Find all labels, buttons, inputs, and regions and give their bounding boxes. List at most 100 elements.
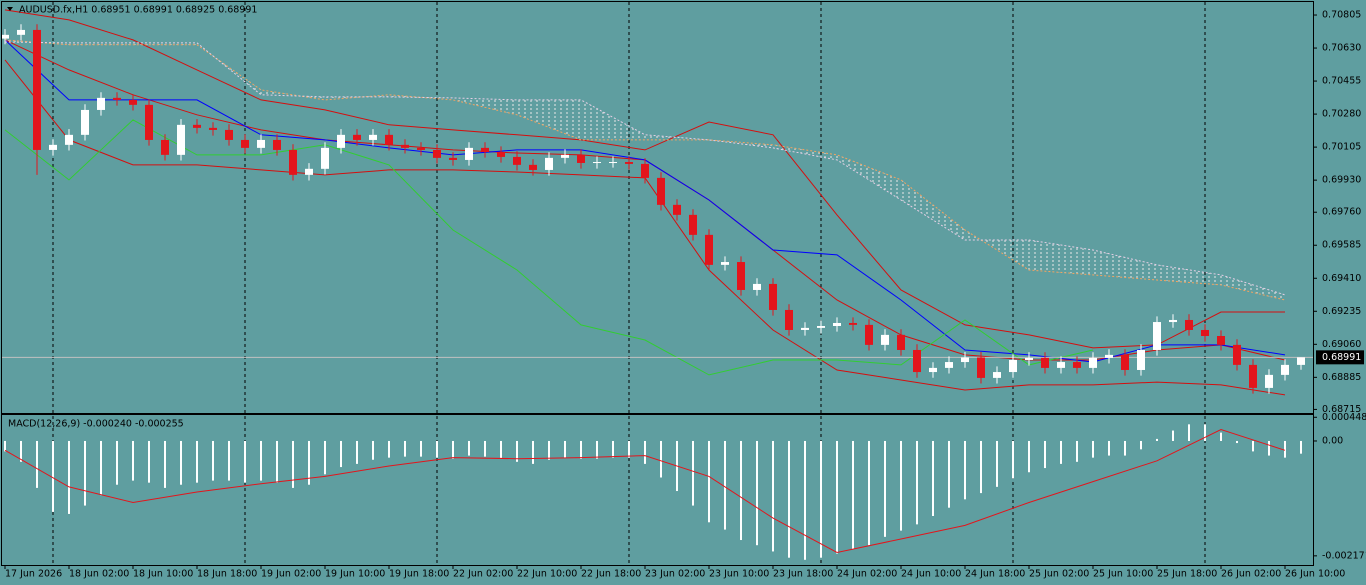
x-tick-label: 22 Jun 02:00 xyxy=(453,569,513,580)
x-tick-label: 22 Jun 18:00 xyxy=(581,569,641,580)
y-tick-label: 0.00 xyxy=(1322,435,1343,446)
panel-frames xyxy=(1,1,1314,566)
candle-body xyxy=(129,99,137,105)
candle-body xyxy=(897,334,905,350)
candle-body xyxy=(225,129,233,140)
plot-layer xyxy=(1,9,1313,560)
candle-body xyxy=(385,134,393,145)
candle-body xyxy=(1249,364,1257,388)
candle-body xyxy=(865,324,873,345)
candle-body xyxy=(1137,349,1145,370)
candle-body xyxy=(737,262,745,290)
candle-body xyxy=(881,334,889,345)
candle-body xyxy=(1057,362,1065,368)
candle-body xyxy=(337,134,345,148)
candle-body xyxy=(1265,374,1273,388)
x-tick-label: 17 Jun 2026 xyxy=(5,569,62,580)
candle-body xyxy=(913,349,921,373)
candle-body xyxy=(1217,336,1225,345)
candle-body xyxy=(721,262,729,265)
chart-title: AUDUSD.fx,H1 0.68951 0.68991 0.68925 0.6… xyxy=(19,5,257,16)
x-tick-label: 26 Jun 10:00 xyxy=(1285,569,1345,580)
candle-body xyxy=(1281,364,1289,375)
candle-body xyxy=(1009,359,1017,373)
y-tick-label: 0.68715 xyxy=(1322,404,1361,415)
signal-line xyxy=(4,428,1286,554)
y-tick-label: 0.70805 xyxy=(1322,10,1361,21)
y-tick-label: 0.69410 xyxy=(1322,273,1361,284)
candle-body xyxy=(1169,319,1177,323)
candle-body xyxy=(513,156,521,165)
candle-body xyxy=(353,134,361,140)
candle-body xyxy=(993,372,1001,378)
candle-body xyxy=(97,97,105,110)
candle-body xyxy=(81,109,89,135)
x-tick-label: 23 Jun 18:00 xyxy=(773,569,833,580)
candle-body xyxy=(785,309,793,330)
candle-body xyxy=(529,164,537,170)
candle-body xyxy=(577,154,585,163)
candle-body xyxy=(1025,357,1033,360)
candle-body xyxy=(609,162,617,164)
y-tick-label: 0.68885 xyxy=(1322,372,1361,383)
x-tick-label: 19 Jun 10:00 xyxy=(325,569,385,580)
candle-body xyxy=(1233,344,1241,365)
candle-body xyxy=(945,362,953,368)
x-tick-label: 22 Jun 10:00 xyxy=(517,569,577,580)
candle-body xyxy=(977,357,985,378)
x-tick-label: 19 Jun 02:00 xyxy=(261,569,321,580)
candle-body xyxy=(849,322,857,325)
ichimoku-cloud xyxy=(5,39,1285,301)
candle-body xyxy=(433,149,441,158)
candle-body xyxy=(33,29,41,150)
candle-body xyxy=(257,139,265,148)
candle-body xyxy=(753,283,761,290)
candle-body xyxy=(673,204,681,215)
candle-body xyxy=(929,367,937,373)
x-tick-label: 24 Jun 18:00 xyxy=(965,569,1025,580)
x-tick-label: 24 Jun 10:00 xyxy=(901,569,961,580)
candle-body xyxy=(689,214,697,235)
candle-body xyxy=(1,34,9,39)
candle-body xyxy=(593,162,601,164)
candle-body xyxy=(497,152,505,157)
candle-body xyxy=(65,134,73,145)
y-tick-label: 0.000448 xyxy=(1322,412,1366,423)
candle-body xyxy=(17,29,25,35)
candle-body xyxy=(161,139,169,155)
y-tick-label: 0.69760 xyxy=(1322,207,1361,218)
x-tick-label: 25 Jun 02:00 xyxy=(1029,569,1089,580)
candle-body xyxy=(1185,319,1193,330)
x-tick-label: 19 Jun 18:00 xyxy=(389,569,449,580)
y-tick-label: 0.70455 xyxy=(1322,76,1361,87)
x-tick-label: 25 Jun 10:00 xyxy=(1093,569,1153,580)
candle-body xyxy=(321,147,329,169)
indicator-line xyxy=(4,9,1285,349)
candle-body xyxy=(769,283,777,310)
candle-body xyxy=(1105,354,1113,358)
x-tick-label: 26 Jun 02:00 xyxy=(1221,569,1281,580)
candle-body xyxy=(1201,329,1209,337)
y-tick-label: 0.69930 xyxy=(1322,175,1361,186)
candle-body xyxy=(49,144,57,150)
menu-triangle xyxy=(7,7,13,11)
candle-body xyxy=(113,97,121,100)
candle-body xyxy=(481,147,489,153)
candle-body xyxy=(961,357,969,363)
candle-body xyxy=(545,157,553,170)
candle-body xyxy=(417,147,425,150)
x-tick-label: 24 Jun 02:00 xyxy=(837,569,897,580)
y-tick-label: 0.70280 xyxy=(1322,109,1361,120)
candle-body xyxy=(369,134,377,140)
x-tick-label: 23 Jun 02:00 xyxy=(645,569,705,580)
candle-body xyxy=(305,168,313,175)
candle-body xyxy=(289,149,297,175)
candle-body xyxy=(1089,357,1097,368)
candle-body xyxy=(641,163,649,178)
candle-body xyxy=(657,177,665,205)
candle-body xyxy=(273,139,281,150)
candle-body xyxy=(1297,357,1305,365)
y-tick-label: 0.69060 xyxy=(1322,339,1361,350)
y-tick-label: 0.70630 xyxy=(1322,43,1361,54)
